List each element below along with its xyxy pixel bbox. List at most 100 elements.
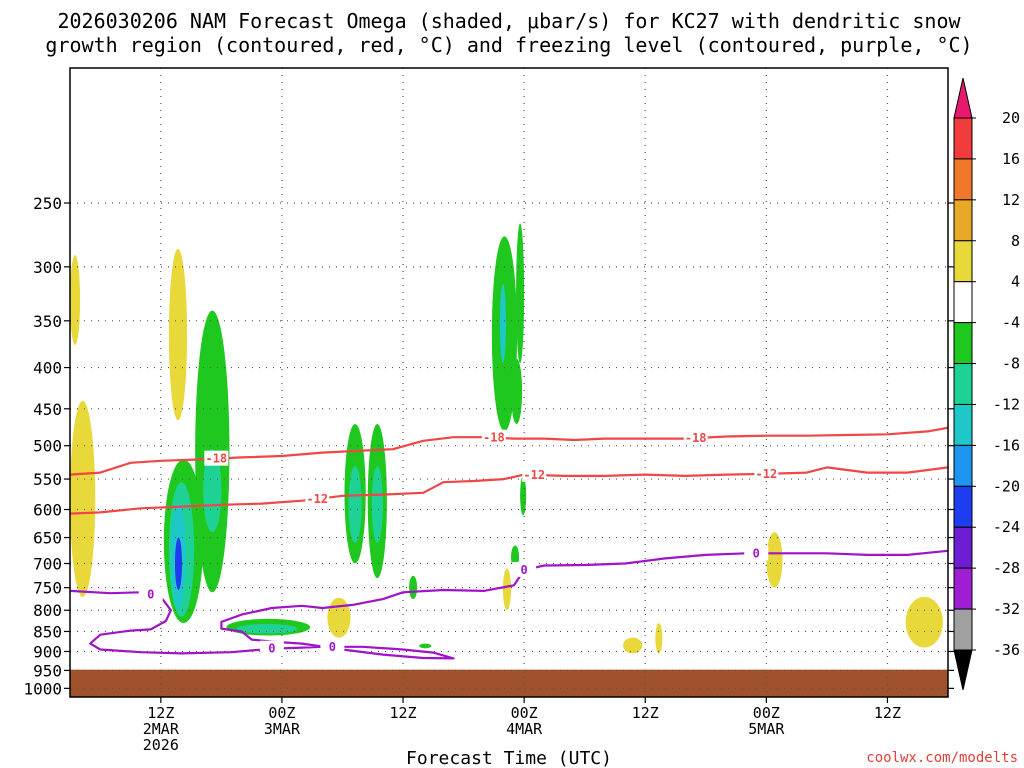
omega-region-green-column-42z [516,223,525,364]
x-tick-label-78-0: 12Z [874,704,901,722]
contour-dgz-minus12 [70,466,948,515]
x-tick-label-42-0: 00Z [511,704,538,722]
y-tick-label-750: 750 [33,579,62,598]
omega-region-teal-column-24z [348,466,362,543]
omega-region-green-sliver-32z [419,643,432,649]
contour-label-bg-freezing-level-0 [138,586,163,602]
colorbar-swatch-13 [953,608,973,651]
colorbar-swatch-4 [953,240,973,283]
colorbar-label-4: 4 [1011,273,1020,291]
x-tick-label-6-0: 12Z [147,704,174,722]
y-tick-label-850: 850 [33,622,62,641]
omega-region-yellow-low-23z [327,597,351,638]
y-tick-label-550: 550 [33,470,62,489]
colorbar-swatch-10 [953,485,973,528]
omega-region-cyan-column-39z [499,283,506,364]
y-tick-label-500: 500 [33,437,62,456]
contour-label-bg-dgz-minus12-2 [754,465,779,481]
colorbar-swatch-5 [953,281,973,324]
colorbar-swatch-7 [953,363,973,405]
contour-label-freezing-level-4: 0 [753,546,760,560]
y-tick-label-400: 400 [33,359,62,378]
colorbar-label-11: -28 [993,559,1020,577]
chart-title: 2026030206 NAM Forecast Omega (shaded, μ… [45,9,972,57]
colorbar-label-12: -32 [993,600,1020,618]
contour-label-bg-dgz-minus12-1 [522,466,547,482]
omega-region-green-tail-41z [511,358,523,425]
colorbar-label-2: 12 [1002,191,1020,209]
omega-region-blue-core-8z [174,537,183,590]
omega-region-yellow-near-left-top [70,254,81,345]
contour-label-dgz-minus12-2: -12 [756,467,778,481]
y-tick-label-350: 350 [33,312,62,331]
omega-region-teal-low-13z [236,623,298,634]
x-tick-label-66-0: 00Z [753,704,780,722]
colorbar-swatch-9 [953,444,973,487]
colorbar-label-1: 16 [1002,150,1020,168]
y-tick-label-250: 250 [33,194,62,213]
ground-terrain [70,669,948,697]
contour-label-dgz-minus18-2: -18 [685,431,707,445]
colorbar-swatch-14 [953,649,973,691]
y-tick-label-1000: 1000 [23,679,62,698]
contour-label-bg-freezing-level-3 [512,561,537,577]
x-tick-label-66-1: 5MAR [748,720,785,738]
colorbar-label-7: -12 [993,395,1020,413]
colorbar-label-8: -16 [993,436,1020,454]
y-tick-label-950: 950 [33,661,62,680]
y-tick-label-700: 700 [33,554,62,573]
colorbar-label-13: -36 [993,641,1020,659]
colorbar-label-9: -20 [993,477,1020,495]
plot-area: -18 -18 -18 -12 -12 -12 0 0 0 0 0 250 300 350 400 450 50… [23,67,954,754]
contour-label-freezing-level-1: 0 [268,642,275,656]
colorbar-label-10: -24 [993,518,1020,536]
omega-region-teal-column-11z [203,449,222,533]
omega-region-yellow-blob-55z [655,623,663,654]
chart-title-line-1: 2026030206 NAM Forecast Omega (shaded, μ… [57,9,961,33]
contour-label-dgz-minus12-0: -12 [306,492,328,506]
colorbar: 20 16 12 8 4 -4 -8 -12 -16 -20 -24 -28 -32 -36 [953,77,1020,691]
colorbar-swatch-3 [953,199,973,242]
chart-title-line-2: growth region (contoured, red, °C) and f… [45,33,972,57]
omega-region-yellow-sliver-40z [502,568,512,611]
contour-label-bg-freezing-level-2 [320,638,345,654]
contour-label-dgz-minus18-0: -18 [205,452,227,466]
plot-inner: -18 -18 -18 -12 -12 -12 0 0 0 0 0 [70,68,948,697]
colorbar-label-0: 20 [1002,109,1020,127]
colorbar-swatch-11 [953,526,973,569]
omega-region-yellow-left-mid [70,400,96,597]
contour-label-freezing-level-3: 0 [521,563,528,577]
colorbar-swatch-12 [953,567,973,610]
colorbar-label-6: -8 [1002,355,1020,373]
x-tick-label-42-1: 4MAR [506,720,543,738]
source-credit: coolwx.com/modelts [866,750,1018,766]
x-tick-label-18-0: 00Z [268,704,295,722]
contour-label-freezing-level-0: 0 [147,588,154,602]
colorbar-swatch-8 [953,403,973,446]
omega-region-yellow-blob-80z [905,596,943,648]
y-tick-label-300: 300 [33,258,62,277]
omega-region-teal-column-26z [371,466,383,543]
colorbar-swatch-0 [953,77,973,119]
contour-label-freezing-level-2: 0 [329,640,336,654]
x-tick-label-18-1: 3MAR [264,720,301,738]
contour-label-bg-dgz-minus18-1 [481,429,506,445]
x-tick-label-6-1: 2MAR [143,720,180,738]
y-tick-label-450: 450 [33,400,62,419]
plot-frame [69,67,949,698]
omega-region-yellow-blob-66z [766,532,783,588]
contour-label-bg-freezing-level-4 [744,545,769,561]
contour-label-bg-dgz-minus12-0 [305,490,330,506]
contour-label-bg-dgz-minus18-0 [204,450,229,466]
y-tick-label-800: 800 [33,601,62,620]
contour-freezing-level [70,549,948,660]
x-tick-label-30-0: 12Z [389,704,416,722]
colorbar-label-3: 8 [1011,232,1020,250]
colorbar-swatch-2 [953,158,973,201]
colorbar-swatch-1 [953,117,973,160]
contour-label-bg-freezing-level-1 [259,640,284,656]
y-tick-label-900: 900 [33,642,62,661]
contour-label-dgz-minus18-1: -18 [483,431,505,445]
x-axis-label: Forecast Time (UTC) [406,748,612,768]
